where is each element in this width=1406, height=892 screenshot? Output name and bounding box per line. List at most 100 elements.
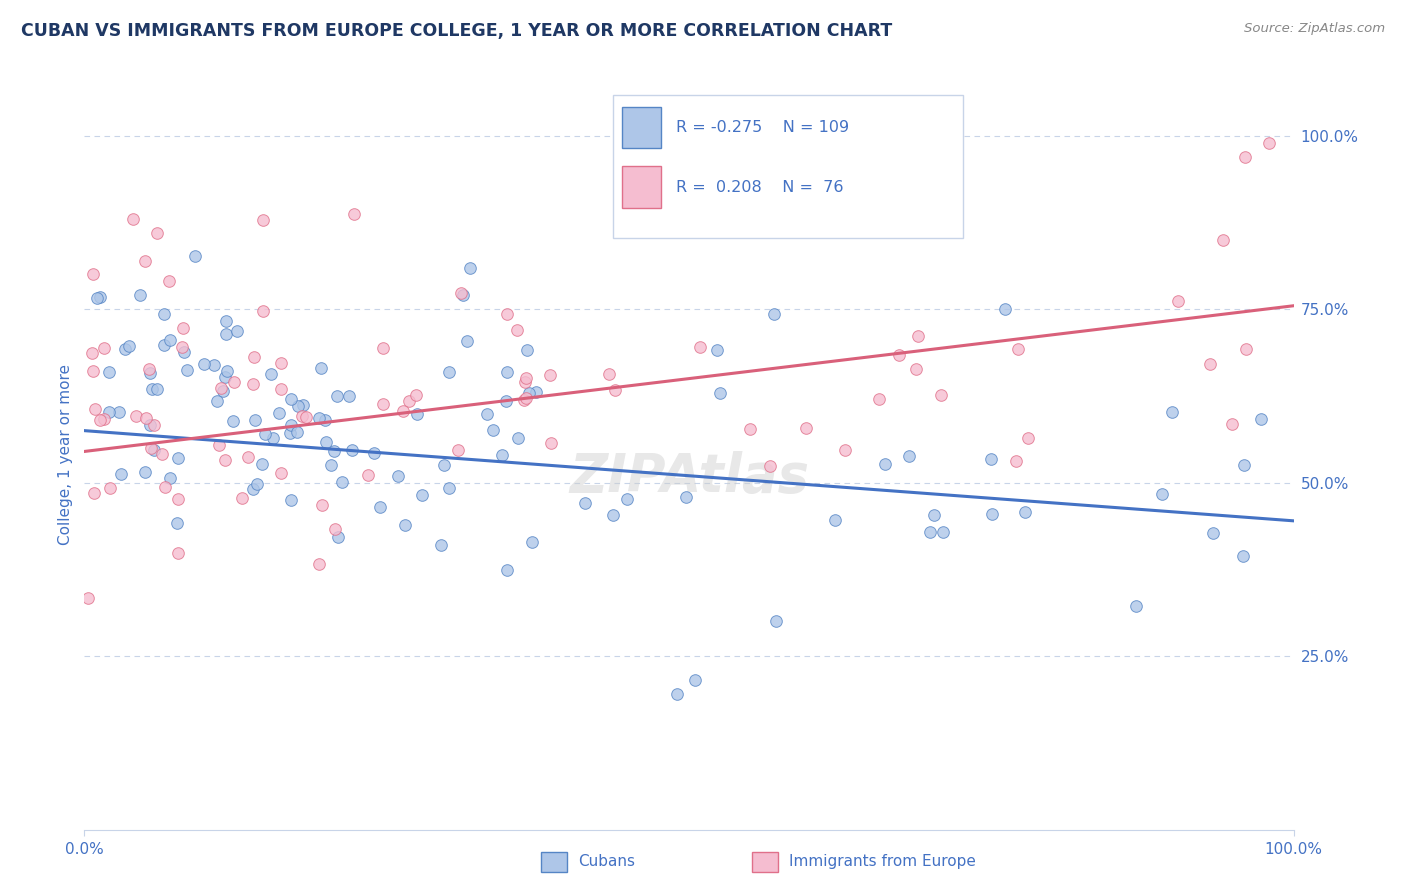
Point [709,386,731,401]
Point [450,286,472,301]
Point [516,343,538,357]
Point [215,364,238,378]
Point [889,348,911,362]
Point [1220,417,1243,431]
Point [343,207,366,221]
Point [762,307,785,321]
Point [193,357,215,371]
Point [765,614,787,628]
Point [214,369,236,384]
Point [411,488,433,502]
Point [496,307,519,321]
Point [1234,343,1257,357]
Point [616,492,638,507]
Point [405,387,427,401]
Point [1017,431,1039,445]
Point [315,435,337,450]
Point [252,213,274,227]
Point [506,323,529,337]
Point [540,436,562,450]
Point [406,407,429,421]
Point [110,467,132,482]
Point [202,359,225,373]
Point [139,417,162,432]
Point [176,363,198,377]
Point [512,392,534,407]
Point [121,212,143,227]
Point [868,392,890,406]
Point [1199,357,1222,371]
Point [922,508,945,522]
Point [170,340,193,354]
Point [873,457,896,471]
Point [287,399,309,413]
Point [398,393,420,408]
Point [1202,526,1225,541]
Point [243,350,266,364]
Point [980,452,1002,467]
Point [321,458,343,472]
Point [143,417,166,432]
Point [314,413,336,427]
Point [325,522,347,536]
Point [262,431,284,445]
Point [287,425,309,439]
Text: R =  0.208    N =  76: R = 0.208 N = 76 [676,179,844,194]
Point [294,410,316,425]
Point [159,333,181,347]
Point [236,450,259,465]
Point [205,393,228,408]
Point [209,381,232,395]
Point [167,451,190,466]
Point [1233,458,1256,472]
Point [83,485,105,500]
Point [153,338,176,352]
Point [226,324,249,338]
Point [89,412,111,426]
Point [291,398,314,412]
Point [183,249,205,263]
Point [897,449,920,463]
Point [980,507,1002,521]
Point [1234,150,1257,164]
Point [675,491,697,505]
Point [456,334,478,348]
Point [84,401,107,416]
Text: CUBAN VS IMMIGRANTS FROM EUROPE COLLEGE, 1 YEAR OR MORE CORRELATION CHART: CUBAN VS IMMIGRANTS FROM EUROPE COLLEGE,… [21,22,893,40]
Point [387,469,409,483]
Point [758,459,780,474]
Point [128,288,150,302]
Point [270,356,292,370]
Point [437,481,460,495]
Point [332,475,354,489]
Point [538,368,561,382]
Point [370,500,392,514]
Text: Source: ZipAtlas.com: Source: ZipAtlas.com [1244,22,1385,36]
Y-axis label: College, 1 year or more: College, 1 year or more [58,365,73,545]
Point [270,382,292,396]
Point [135,411,157,425]
Point [290,409,312,423]
Point [602,508,624,523]
Point [356,468,378,483]
Point [278,426,301,441]
Point [77,591,100,606]
Point [824,513,846,527]
Point [153,307,176,321]
Point [740,422,762,436]
Point [138,362,160,376]
Point [394,517,416,532]
Point [458,261,481,276]
Point [118,339,141,353]
Point [1250,412,1272,426]
Point [280,392,302,407]
Point [363,446,385,460]
Point [495,393,517,408]
Point [166,516,188,530]
Text: Immigrants from Europe: Immigrants from Europe [789,855,976,870]
Point [243,413,266,427]
Point [146,382,169,396]
Point [574,496,596,510]
Point [1005,454,1028,468]
Point [1212,233,1234,247]
